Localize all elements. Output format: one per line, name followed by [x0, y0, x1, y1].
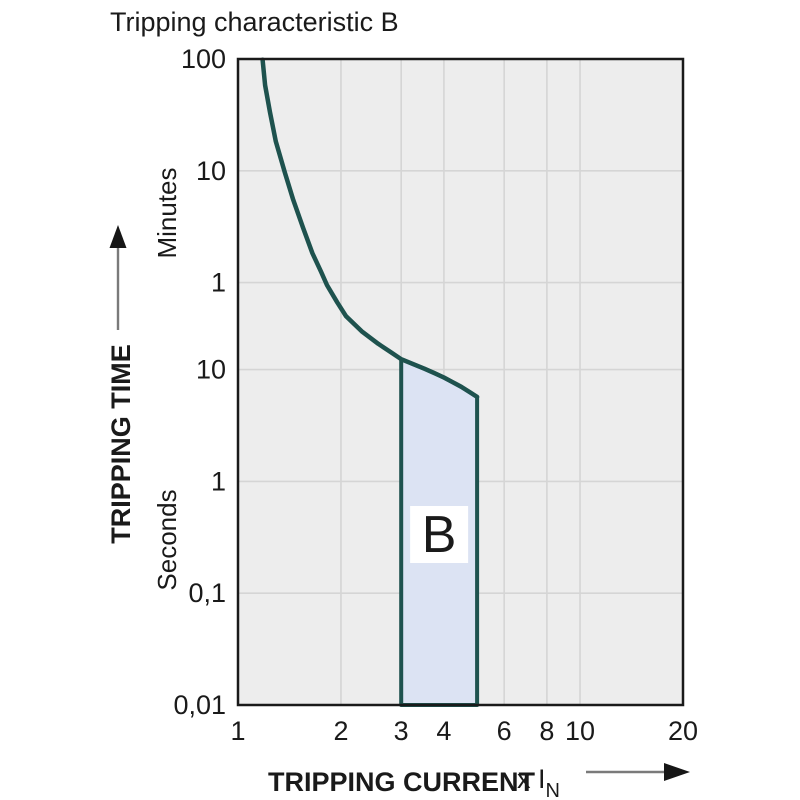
y-tick-label: 0,01 — [173, 690, 226, 720]
characteristic-curve — [260, 57, 480, 400]
chart-title: Tripping characteristic B — [110, 7, 399, 37]
y-tick-label: 1 — [211, 268, 226, 298]
x-axis-label: TRIPPING CURRENT — [268, 767, 536, 797]
band-label-box — [410, 506, 469, 563]
plot-border — [236, 57, 685, 707]
x-axis-unit-subscript: N — [546, 780, 560, 800]
x-tick-label: 8 — [539, 716, 554, 746]
y-tick-label: 10 — [196, 355, 226, 385]
x-tick-label: 6 — [497, 716, 512, 746]
x-tick-label: 1 — [230, 716, 245, 746]
y-axis-label: TRIPPING TIME — [106, 344, 136, 544]
y-axis-unit-seconds: Seconds — [152, 489, 182, 590]
x-axis-unit: x IN — [517, 764, 560, 800]
x-tick-label: 4 — [436, 716, 451, 746]
y-tick-label: 10 — [196, 156, 226, 186]
x-tick-label: 3 — [394, 716, 409, 746]
y-axis-arrow-icon — [109, 225, 127, 330]
y-tick-label: 100 — [181, 44, 226, 74]
y-axis-unit-minutes: Minutes — [152, 167, 182, 258]
x-axis-arrow-icon — [586, 763, 690, 781]
y-tick-label: 1 — [211, 466, 226, 496]
x-tick-label: 10 — [565, 716, 595, 746]
x-tick-label: 20 — [668, 716, 698, 746]
band-label: B — [422, 506, 457, 564]
x-axis-unit-prefix: x I — [517, 764, 546, 794]
y-tick-label: 0,1 — [188, 578, 226, 608]
x-tick-label: 2 — [333, 716, 348, 746]
